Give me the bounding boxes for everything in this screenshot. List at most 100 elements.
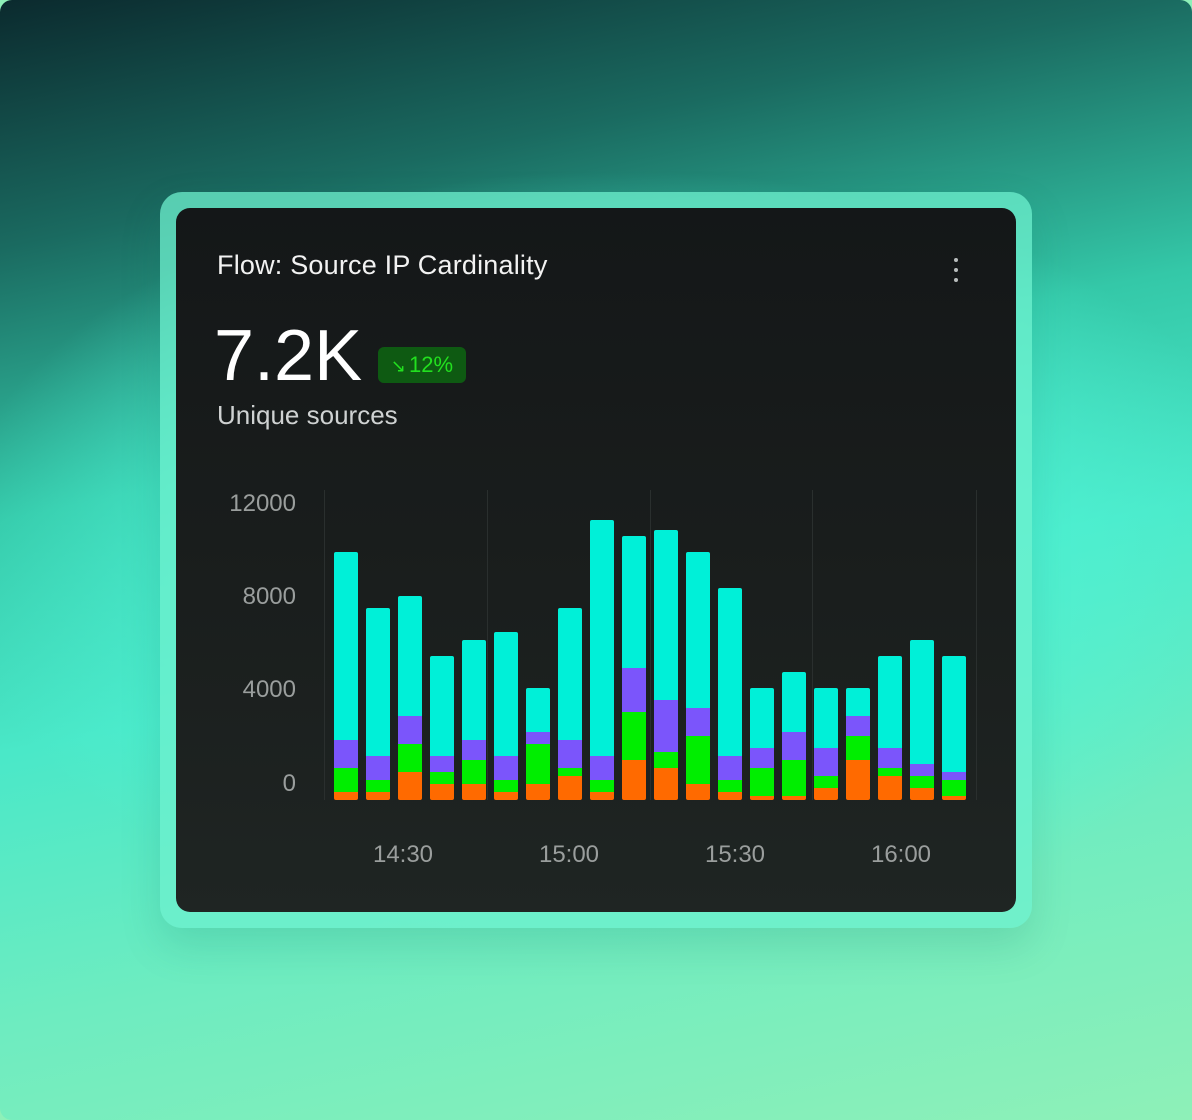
bar-segment-cyan bbox=[366, 608, 390, 757]
bar-segment-cyan bbox=[750, 688, 774, 748]
bar-segment-orange bbox=[526, 783, 550, 800]
bar-segment-purple bbox=[782, 732, 806, 761]
bar-segment-cyan bbox=[622, 535, 646, 668]
gridline bbox=[976, 490, 977, 800]
bar-segment-purple bbox=[878, 747, 902, 769]
bar-17[interactable] bbox=[846, 688, 870, 800]
x-tick-label: 15:30 bbox=[704, 841, 766, 868]
x-tick-label: 14:30 bbox=[372, 841, 434, 868]
x-tick-label: 15:00 bbox=[538, 841, 600, 868]
bar-segment-purple bbox=[462, 739, 486, 760]
bar-11[interactable] bbox=[654, 529, 678, 800]
bar-segment-cyan bbox=[718, 588, 742, 757]
bar-segment-purple bbox=[398, 716, 422, 744]
bar-segment-orange bbox=[814, 788, 838, 800]
bar-segment-purple bbox=[910, 764, 934, 777]
bar-12[interactable] bbox=[686, 551, 710, 800]
gridline bbox=[487, 490, 488, 800]
menu-dot bbox=[954, 258, 958, 262]
bar-segment-purple bbox=[558, 740, 582, 769]
bar-5[interactable] bbox=[462, 639, 486, 800]
bar-segment-green bbox=[430, 772, 454, 784]
bar-segment-cyan bbox=[462, 639, 486, 740]
bar-segment-orange bbox=[334, 792, 358, 800]
x-tick-label: 16:00 bbox=[870, 841, 932, 868]
bar-segment-purple bbox=[846, 716, 870, 737]
bar-segment-purple bbox=[590, 756, 614, 781]
bar-segment-orange bbox=[878, 775, 902, 800]
bar-segment-cyan bbox=[494, 632, 518, 757]
bar-segment-orange bbox=[366, 792, 390, 800]
bar-segment-orange bbox=[942, 796, 966, 800]
bar-segment-orange bbox=[910, 788, 934, 800]
bar-18[interactable] bbox=[878, 656, 902, 800]
bar-segment-purple bbox=[654, 699, 678, 752]
bar-segment-green bbox=[718, 780, 742, 793]
bar-segment-green bbox=[366, 780, 390, 793]
bar-13[interactable] bbox=[718, 588, 742, 800]
bar-4[interactable] bbox=[430, 655, 454, 800]
bar-segment-orange bbox=[654, 768, 678, 800]
bar-segment-green bbox=[910, 776, 934, 789]
y-tick-label: 4000 bbox=[242, 676, 296, 703]
menu-dot bbox=[954, 268, 958, 272]
bar-segment-purple bbox=[366, 756, 390, 781]
bar-segment-purple bbox=[718, 756, 742, 781]
bar-1[interactable] bbox=[334, 551, 358, 800]
y-tick-label: 0 bbox=[282, 770, 296, 797]
bar-16[interactable] bbox=[814, 688, 838, 800]
bar-9[interactable] bbox=[590, 520, 614, 800]
bar-segment-green bbox=[782, 760, 806, 797]
bar-segment-green bbox=[878, 768, 902, 776]
bar-8[interactable] bbox=[558, 607, 582, 800]
bar-segment-cyan bbox=[398, 596, 422, 716]
bar-segment-purple bbox=[430, 755, 454, 773]
bar-segment-orange bbox=[782, 796, 806, 800]
bar-segment-cyan bbox=[846, 688, 870, 717]
bar-14[interactable] bbox=[750, 688, 774, 800]
bar-segment-cyan bbox=[334, 551, 358, 741]
bar-segment-green bbox=[654, 751, 678, 769]
bar-segment-cyan bbox=[910, 640, 934, 765]
bar-segment-orange bbox=[398, 772, 422, 800]
bar-segment-orange bbox=[558, 775, 582, 800]
bar-segment-cyan bbox=[654, 529, 678, 700]
bar-segment-purple bbox=[494, 756, 518, 781]
bar-segment-orange bbox=[494, 792, 518, 800]
bar-7[interactable] bbox=[526, 688, 550, 800]
bar-segment-cyan bbox=[942, 656, 966, 773]
bar-10[interactable] bbox=[622, 535, 646, 800]
bar-20[interactable] bbox=[942, 656, 966, 800]
bar-segment-orange bbox=[622, 760, 646, 800]
bar-segment-purple bbox=[750, 747, 774, 769]
bar-segment-cyan bbox=[590, 520, 614, 757]
bar-segment-cyan bbox=[558, 607, 582, 741]
change-value: 12% bbox=[409, 352, 454, 377]
bar-segment-orange bbox=[430, 783, 454, 800]
trend-down-arrow-icon: ↘ bbox=[390, 356, 407, 376]
menu-dot bbox=[954, 278, 958, 282]
bar-segment-green bbox=[398, 744, 422, 772]
bar-segment-green bbox=[558, 768, 582, 776]
y-tick-label: 8000 bbox=[242, 583, 296, 610]
bar-segment-green bbox=[334, 768, 358, 793]
bar-6[interactable] bbox=[494, 632, 518, 800]
change-badge: ↘ 12% bbox=[378, 347, 466, 383]
bar-segment-green bbox=[494, 780, 518, 793]
bar-segment-orange bbox=[590, 792, 614, 800]
card-title: Flow: Source IP Cardinality bbox=[217, 250, 548, 280]
bar-segment-green bbox=[686, 735, 710, 784]
bar-2[interactable] bbox=[366, 608, 390, 800]
bar-segment-orange bbox=[846, 760, 870, 800]
bar-segment-purple bbox=[334, 740, 358, 769]
bar-15[interactable] bbox=[782, 672, 806, 800]
bar-segment-cyan bbox=[814, 688, 838, 749]
metric-card: Flow: Source IP Cardinality 7.2K ↘ 12% Un… bbox=[176, 208, 1016, 912]
kebab-menu-icon[interactable] bbox=[944, 252, 968, 284]
bar-segment-purple bbox=[526, 732, 550, 745]
bar-19[interactable] bbox=[910, 640, 934, 800]
bar-3[interactable] bbox=[398, 596, 422, 800]
bar-segment-cyan bbox=[686, 551, 710, 708]
metric-value: 7.2K bbox=[214, 316, 363, 396]
bar-segment-purple bbox=[622, 667, 646, 713]
